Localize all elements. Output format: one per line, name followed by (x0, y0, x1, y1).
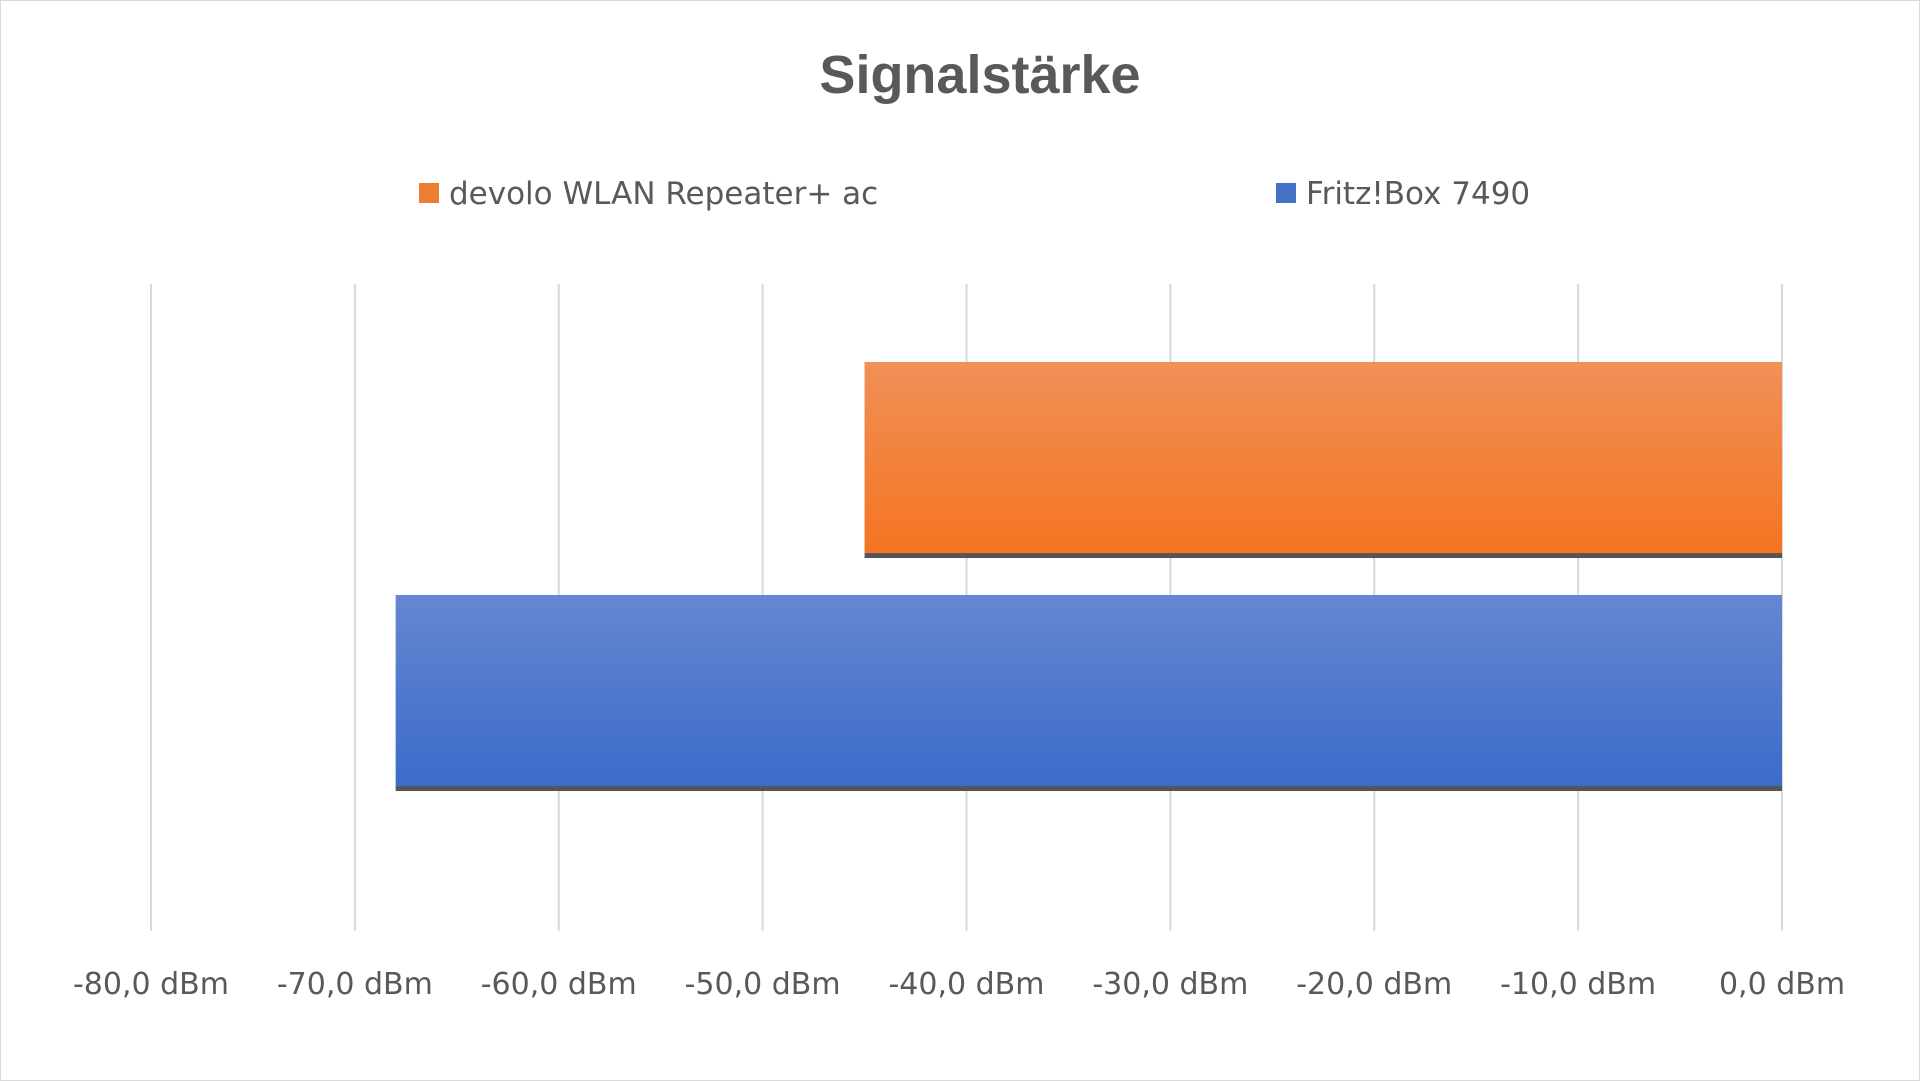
bar-shadow (864, 553, 1782, 559)
legend-label-devolo: devolo WLAN Repeater+ ac (449, 176, 878, 212)
x-tick-label: -50,0 dBm (685, 967, 841, 1002)
x-tick-label: -40,0 dBm (888, 967, 1044, 1002)
x-tick-label: -30,0 dBm (1092, 967, 1248, 1002)
bars (395, 361, 1782, 792)
x-tick-label: 0,0 dBm (1719, 967, 1845, 1002)
chart-title: Signalstärke (819, 45, 1140, 105)
bar-fritzbox (395, 594, 1782, 787)
bar-shadow (395, 786, 1782, 792)
legend-label-fritzbox: Fritz!Box 7490 (1306, 176, 1530, 212)
bar-devolo (864, 361, 1782, 554)
x-axis-tick-labels: -80,0 dBm -70,0 dBm -60,0 dBm -50,0 dBm -40,… (73, 967, 1845, 1002)
x-tick-label: -70,0 dBm (277, 967, 433, 1002)
x-tick-label: -60,0 dBm (481, 967, 637, 1002)
x-tick-label: -20,0 dBm (1296, 967, 1452, 1002)
legend-swatch-fritzbox (1276, 183, 1296, 203)
legend: devolo WLAN Repeater+ ac Fritz!Box 7490 (419, 176, 1530, 212)
x-tick-label: -80,0 dBm (73, 967, 229, 1002)
legend-swatch-devolo (419, 183, 439, 203)
x-tick-label: -10,0 dBm (1500, 967, 1656, 1002)
